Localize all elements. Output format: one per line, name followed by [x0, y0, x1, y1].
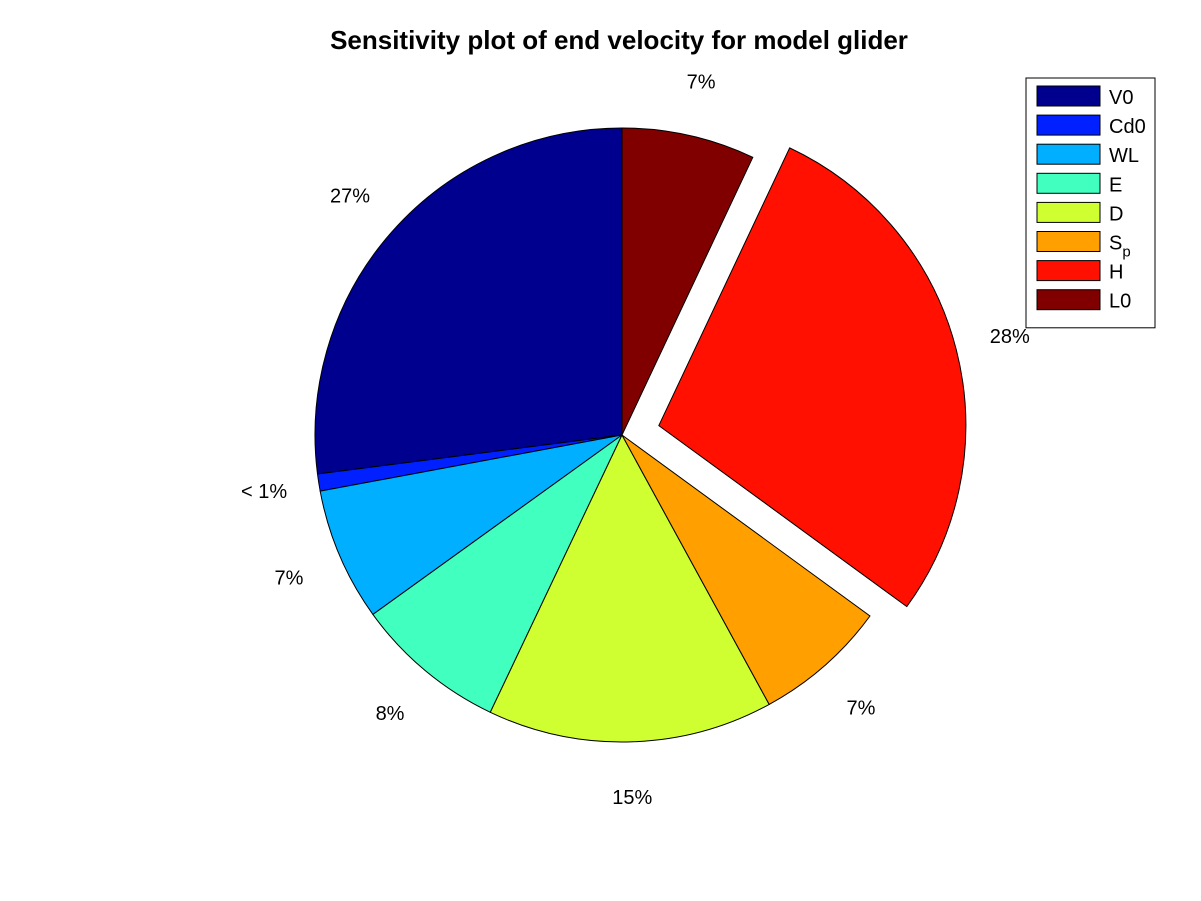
legend-swatch-wl — [1036, 143, 1101, 165]
pie-label-d: 15% — [612, 787, 652, 809]
pie-label-cd0: < 1% — [241, 481, 287, 503]
legend-item-h: H — [1036, 260, 1123, 284]
legend-item-l0: L0 — [1036, 289, 1131, 313]
legend-swatch-sp — [1036, 231, 1101, 252]
legend-item-v0: V0 — [1036, 85, 1133, 109]
pie-slices — [314, 127, 967, 743]
pie-label-l0: 7% — [687, 71, 716, 93]
legend-item-sp: Sp — [1036, 231, 1131, 261]
pie-slice-l0 — [621, 127, 754, 436]
legend-swatch-v0 — [1036, 85, 1101, 107]
legend: V0 Cd0 WL ED SpH L0 — [1025, 77, 1156, 329]
legend-swatch-cd0 — [1036, 114, 1101, 136]
legend-item-e: E — [1036, 172, 1122, 196]
legend-label-d: D — [1109, 203, 1123, 225]
legend-label-cd0: Cd0 — [1109, 116, 1146, 138]
pie-slice-d — [489, 433, 770, 743]
pie-slice-h — [658, 147, 967, 608]
legend-label-wl: WL — [1109, 145, 1139, 167]
legend-item-d: D — [1036, 201, 1123, 225]
legend-swatch-l0 — [1036, 289, 1101, 311]
pie-percent-labels: 27% < 1% 7% 8% 15% 7% 28% 7% — [241, 71, 1030, 809]
pie-label-wl: 7% — [274, 567, 303, 589]
pie-slice-e — [372, 434, 623, 713]
pie-label-v0: 27% — [330, 186, 370, 208]
legend-label-l0: L0 — [1109, 291, 1131, 313]
pie-label-sp: 7% — [846, 697, 875, 719]
pie-slice-wl — [319, 434, 623, 616]
pie-label-h: 28% — [990, 326, 1030, 348]
pie-slice-v0 — [314, 127, 623, 475]
legend-label-e: E — [1109, 174, 1122, 196]
legend-item-wl: WL — [1036, 143, 1139, 167]
legend-swatch-d — [1036, 201, 1101, 223]
legend-item-cd0: Cd0 — [1036, 114, 1146, 138]
legend-label-h: H — [1109, 262, 1123, 284]
legend-swatch-e — [1036, 172, 1101, 194]
legend-swatch-h — [1036, 260, 1101, 282]
chart-title: Sensitivity plot of end velocity for mod… — [330, 25, 908, 55]
pie-label-e: 8% — [376, 703, 405, 725]
pie-slice-sp — [621, 434, 871, 706]
legend-label-v0: V0 — [1109, 87, 1133, 109]
